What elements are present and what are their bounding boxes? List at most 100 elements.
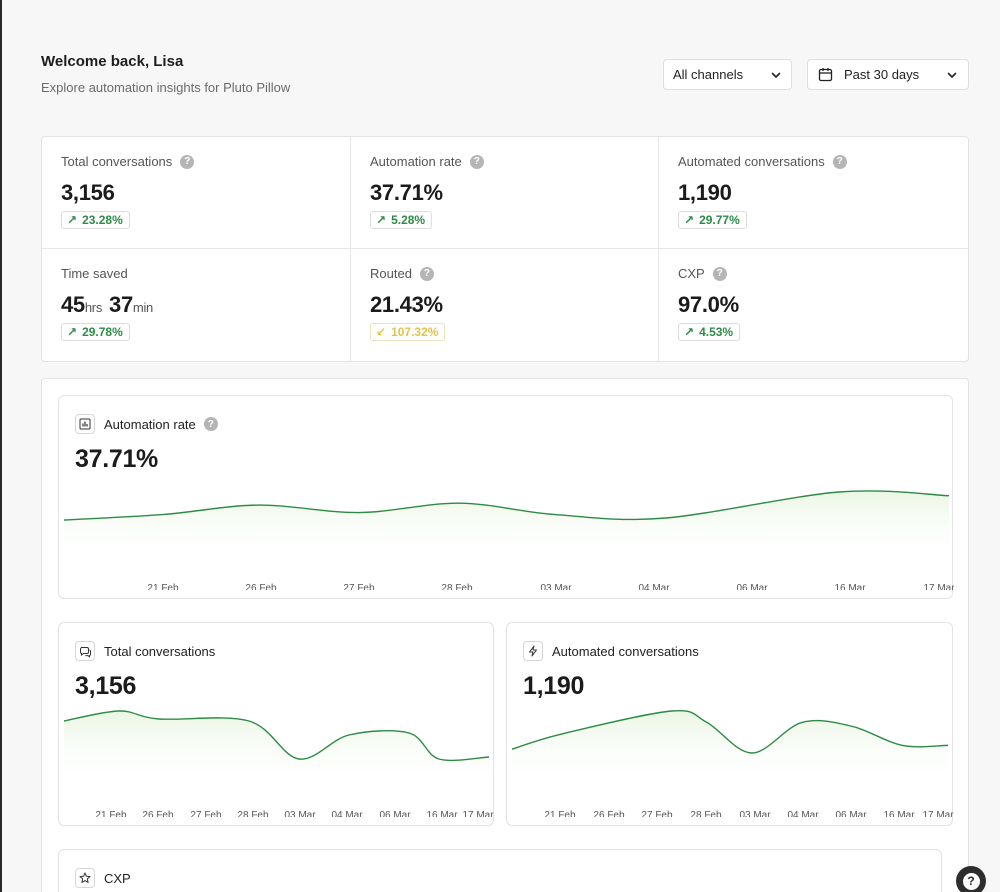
- arrow-down-left-icon: ↙: [376, 325, 387, 339]
- x-tick-label: 17 Mar: [462, 810, 494, 817]
- chart-series-line: [511, 709, 949, 754]
- kpi-label: CXP: [678, 266, 705, 281]
- trend-badge-value: 23.28%: [82, 213, 123, 227]
- total-conversations-card: Total conversations 3,156 21 Feb 26 Feb 27…: [58, 622, 494, 826]
- x-tick-label: 26 Feb: [142, 810, 174, 817]
- chart-series-line: [63, 710, 490, 762]
- x-tick-label: 03 Mar: [284, 810, 316, 817]
- x-tick-label: 28 Feb: [237, 810, 269, 817]
- channel-filter-label: All channels: [673, 67, 744, 82]
- help-icon[interactable]: ?: [712, 266, 727, 281]
- kpi-value: 37.71%: [370, 180, 443, 205]
- x-tick-label: 21 Feb: [95, 810, 127, 817]
- date-range-label: Past 30 days: [844, 67, 920, 82]
- x-tick-label: 06 Mar: [835, 810, 867, 817]
- kpi-grid: Total conversations? 3,156 ↗ 23.28% Autom…: [41, 136, 969, 362]
- x-tick-label: 16 Mar: [834, 583, 866, 590]
- calendar-icon: [818, 67, 833, 82]
- kpi-routed: Routed? 21.43% ↙ 107.32%: [351, 249, 659, 361]
- card-value: 1,190: [523, 672, 585, 700]
- x-tick-label: 27 Feb: [343, 583, 375, 590]
- help-icon: ?: [962, 872, 980, 890]
- page-title: Welcome back, Lisa: [41, 53, 184, 70]
- x-tick-label: 03 Mar: [739, 810, 771, 817]
- x-tick-label: 16 Mar: [426, 810, 458, 817]
- x-tick-label: 03 Mar: [540, 583, 572, 590]
- help-icon[interactable]: ?: [419, 266, 434, 281]
- x-tick-label: 06 Mar: [736, 583, 768, 590]
- kpi-value: 1,190: [678, 180, 732, 205]
- x-tick-label: 26 Feb: [593, 810, 625, 817]
- minutes-value: 37: [109, 292, 133, 317]
- x-tick-label: 28 Feb: [690, 810, 722, 817]
- cxp-card: CXP: [58, 849, 942, 892]
- trend-badge-value: 29.78%: [82, 325, 123, 339]
- kpi-value: 3,156: [61, 180, 115, 205]
- page-subtitle: Explore automation insights for Pluto Pi…: [41, 80, 291, 95]
- x-tick-label: 04 Mar: [331, 810, 363, 817]
- kpi-label: Automation rate: [370, 154, 462, 169]
- chart-area-fill: [64, 710, 489, 787]
- x-tick-label: 04 Mar: [638, 583, 670, 590]
- card-title: CXP: [104, 870, 131, 886]
- x-tick-label: 27 Feb: [641, 810, 673, 817]
- card-title: Automation rate: [104, 416, 196, 432]
- date-range-dropdown[interactable]: Past 30 days: [807, 59, 969, 90]
- x-tick-label: 17 Mar: [923, 583, 954, 590]
- kpi-value: 97.0%: [678, 292, 739, 317]
- x-tick-label: 04 Mar: [787, 810, 819, 817]
- chart-area-fill: [512, 710, 948, 787]
- help-icon[interactable]: ?: [180, 154, 195, 169]
- kpi-label: Automated conversations: [678, 154, 825, 169]
- chat-bubbles-icon: [75, 641, 95, 661]
- arrow-up-right-icon: ↗: [67, 325, 78, 339]
- trend-badge: ↗ 5.28%: [370, 211, 433, 229]
- kpi-value: 21.43%: [370, 292, 443, 317]
- trend-badge: ↗ 29.78%: [61, 323, 130, 341]
- chart-area-fill: [64, 490, 949, 560]
- chevron-down-icon: [770, 69, 782, 81]
- kpi-label: Time saved: [61, 266, 128, 281]
- help-icon[interactable]: ?: [203, 417, 218, 431]
- kpi-label: Routed: [370, 266, 412, 281]
- card-title: Automated conversations: [552, 643, 699, 659]
- arrow-up-right-icon: ↗: [684, 213, 695, 227]
- kpi-automated-conversations: Automated conversations? 1,190 ↗ 29.77%: [659, 137, 968, 249]
- x-tick-label: 21 Feb: [147, 583, 179, 590]
- trend-badge: ↙ 107.32%: [370, 323, 446, 341]
- arrow-up-right-icon: ↗: [684, 325, 695, 339]
- kpi-cxp: CXP? 97.0% ↗ 4.53%: [659, 249, 968, 361]
- hours-value: 45: [61, 292, 85, 317]
- trend-badge-value: 4.53%: [699, 325, 734, 339]
- chart-series-line: [63, 490, 950, 521]
- x-tick-label: 21 Feb: [544, 810, 576, 817]
- arrow-up-right-icon: ↗: [376, 213, 387, 227]
- help-fab-button[interactable]: ?: [956, 866, 986, 892]
- kpi-label: Total conversations: [61, 154, 173, 169]
- help-icon[interactable]: ?: [832, 154, 847, 169]
- trend-badge: ↗ 23.28%: [61, 211, 130, 229]
- kpi-value: 45hrs 37min: [61, 292, 331, 318]
- help-icon[interactable]: ?: [469, 154, 484, 169]
- card-value: 3,156: [75, 672, 137, 700]
- kpi-time-saved: Time saved 45hrs 37min ↗ 29.78%: [42, 249, 351, 361]
- lightning-icon: [523, 641, 543, 661]
- hours-unit: hrs: [84, 300, 103, 315]
- x-tick-label: 28 Feb: [441, 583, 473, 590]
- automated-conversations-chart: 21 Feb 26 Feb 27 Feb 28 Feb 03 Mar 04 Mar 06 M…: [511, 709, 954, 817]
- star-icon: [75, 868, 95, 888]
- channel-filter-dropdown[interactable]: All channels: [663, 59, 792, 90]
- automation-rate-card: Automation rate ? 37.71% 21 Feb 26 Feb 27 …: [58, 395, 954, 599]
- trend-badge: ↗ 4.53%: [678, 323, 741, 341]
- x-tick-label: 27 Feb: [190, 810, 222, 817]
- trend-badge-value: 107.32%: [391, 325, 439, 339]
- window-edge: [0, 0, 2, 892]
- total-conversations-chart: 21 Feb 26 Feb 27 Feb 28 Feb 03 Mar 04 Mar 06 M…: [63, 710, 494, 817]
- automation-rate-chart: 21 Feb 26 Feb 27 Feb 28 Feb 03 Mar 04 Mar 06 M…: [63, 490, 954, 590]
- x-tick-label: 26 Feb: [245, 583, 277, 590]
- x-tick-label: 06 Mar: [379, 810, 411, 817]
- card-value: 37.71%: [75, 445, 158, 473]
- kpi-total-conversations: Total conversations? 3,156 ↗ 23.28%: [42, 137, 351, 249]
- x-tick-label: 16 Mar: [883, 810, 915, 817]
- chevron-down-icon: [946, 69, 958, 81]
